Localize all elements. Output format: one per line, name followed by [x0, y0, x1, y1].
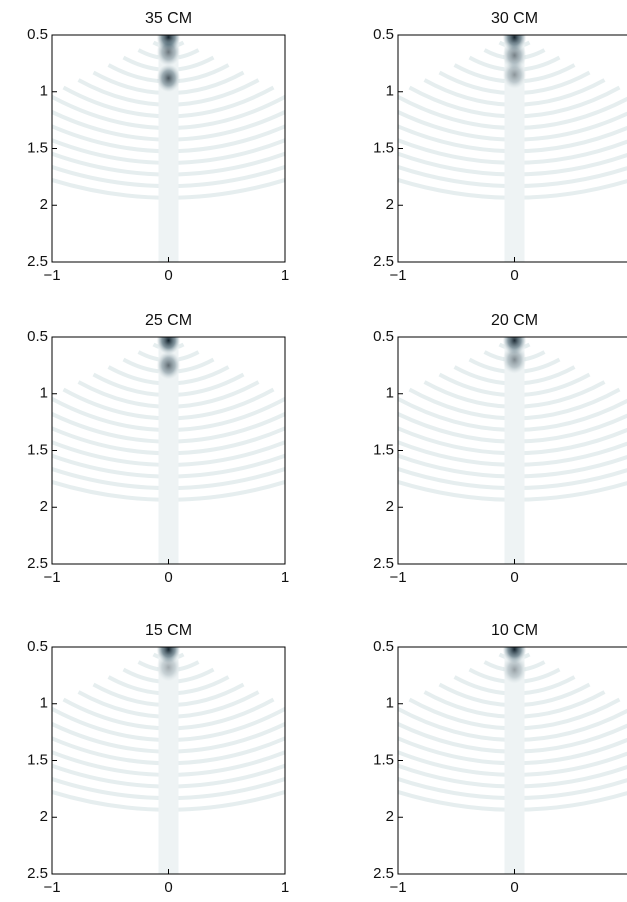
- intensity-spot: [502, 655, 527, 684]
- y-tick-label: 2.5: [373, 253, 394, 270]
- x-tick-label: 1: [281, 879, 289, 896]
- y-tick-label: 2: [40, 808, 48, 825]
- intensity-spot: [156, 38, 181, 67]
- intensity-spot: [156, 64, 181, 93]
- y-tick-label: 1: [386, 695, 394, 712]
- intensity-spot: [502, 41, 527, 70]
- y-tick-label: 0.5: [373, 328, 394, 345]
- x-tick-label: 0: [510, 569, 518, 586]
- y-tick-label: 1.5: [27, 751, 48, 768]
- panel-title: 25 CM: [145, 312, 192, 329]
- plot-area: [52, 647, 285, 874]
- plot-area: [52, 337, 285, 564]
- panel-title: 10 CM: [491, 622, 538, 639]
- y-tick-label: 0.5: [373, 638, 394, 655]
- y-tick-label: 2.5: [373, 555, 394, 572]
- beam: [504, 647, 525, 874]
- beam: [158, 337, 179, 564]
- y-tick-label: 2: [386, 808, 394, 825]
- y-tick-label: 1.5: [27, 139, 48, 156]
- y-tick-label: 2: [386, 196, 394, 213]
- intensity-spot: [502, 60, 527, 89]
- y-tick-label: 0.5: [373, 26, 394, 43]
- y-tick-label: 2: [386, 498, 394, 515]
- x-tick-label: 1: [281, 267, 289, 284]
- x-tick-label: 0: [164, 569, 172, 586]
- y-tick-label: 1.5: [373, 139, 394, 156]
- x-tick-label: −1: [43, 569, 60, 586]
- y-tick-label: 1.5: [27, 441, 48, 458]
- y-tick-label: 0.5: [27, 26, 48, 43]
- y-tick-label: 1: [40, 385, 48, 402]
- y-tick-label: 2.5: [27, 865, 48, 882]
- y-tick-label: 2.5: [27, 253, 48, 270]
- y-tick-label: 1: [386, 385, 394, 402]
- intensity-spot: [502, 345, 527, 374]
- x-tick-label: −1: [43, 879, 60, 896]
- intensity-spot: [156, 351, 181, 380]
- x-tick-label: 0: [510, 879, 518, 896]
- plot-area: [398, 35, 627, 262]
- x-tick-label: 0: [164, 267, 172, 284]
- y-tick-label: 0.5: [27, 328, 48, 345]
- y-tick-label: 1: [40, 695, 48, 712]
- y-tick-label: 1.5: [373, 751, 394, 768]
- x-tick-label: −1: [43, 267, 60, 284]
- beam: [158, 35, 179, 262]
- panel-title: 35 CM: [145, 10, 192, 27]
- beam: [504, 337, 525, 564]
- panel-title: 20 CM: [491, 312, 538, 329]
- beam: [504, 35, 525, 262]
- x-tick-label: −1: [389, 879, 406, 896]
- y-tick-label: 2: [40, 196, 48, 213]
- panel-title: 30 CM: [491, 10, 538, 27]
- y-tick-label: 1.5: [373, 441, 394, 458]
- plot-area: [398, 647, 627, 874]
- y-tick-label: 2.5: [27, 555, 48, 572]
- x-tick-label: 0: [164, 879, 172, 896]
- x-tick-label: 1: [281, 569, 289, 586]
- intensity-spot: [156, 653, 181, 682]
- y-tick-label: 1: [386, 83, 394, 100]
- intensity-spot: [156, 337, 181, 355]
- y-tick-label: 0.5: [27, 638, 48, 655]
- x-tick-label: −1: [389, 569, 406, 586]
- x-tick-label: 0: [510, 267, 518, 284]
- y-tick-label: 2: [40, 498, 48, 515]
- y-tick-label: 1: [40, 83, 48, 100]
- x-tick-label: −1: [389, 267, 406, 284]
- y-tick-label: 2.5: [373, 865, 394, 882]
- beam: [158, 647, 179, 874]
- plot-area: [398, 337, 627, 564]
- plot-area: [52, 35, 285, 262]
- panel-title: 15 CM: [145, 622, 192, 639]
